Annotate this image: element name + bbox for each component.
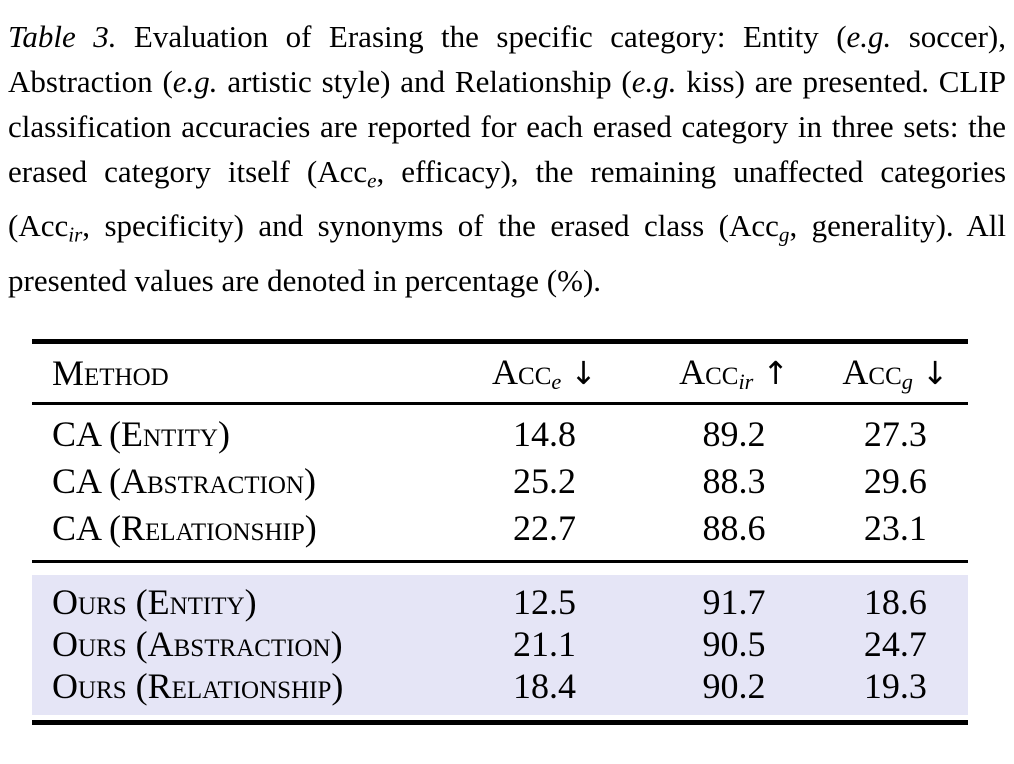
caption-segment: soccer), Abstraction (: [8, 19, 1006, 99]
baseline-rows-group: CA (Entity) 14.8 89.2 27.3 CA (Abstracti…: [32, 405, 968, 560]
acc-g-cell: 24.7: [863, 623, 927, 664]
caption-segment: kiss) are presented. CLIP classification…: [8, 64, 1006, 189]
column-header-subscript: ir: [738, 368, 754, 394]
caption-segment: e.g.: [631, 64, 677, 99]
column-header-label: Acc: [679, 351, 739, 392]
acc-e-cell: 18.4: [512, 665, 576, 706]
column-header-subscript: g: [901, 368, 913, 394]
caption-segment: , efficacy), the remaining unaffected ca…: [8, 154, 1007, 244]
table-row: Ours (Relationship) 18.4 90.2 19.3: [32, 665, 968, 707]
acc-ir-cell: 88.6: [702, 508, 766, 549]
column-header-method: Method: [52, 352, 169, 393]
down-arrow-icon: ↓: [570, 355, 597, 392]
column-header-acc-ir: Accir ↑: [645, 351, 823, 395]
method-cell: Ours (Abstraction): [52, 623, 343, 664]
caption-table-label: Table 3.: [8, 19, 117, 54]
acc-g-cell: 18.6: [863, 581, 927, 622]
spacer: [32, 562, 968, 575]
column-header-label: Acc: [842, 351, 902, 392]
down-arrow-icon: ↓: [921, 355, 949, 392]
acc-e-cell: 22.7: [512, 508, 576, 549]
caption-segment: artistic style) and Relationship (: [217, 64, 632, 99]
caption-segment: , specificity) and synonyms of the erase…: [82, 208, 779, 244]
column-header-label: Acc: [492, 351, 552, 392]
caption-segment: Evaluation of Erasing the specific categ…: [116, 19, 847, 54]
column-header-acc-e: Acce ↓: [444, 351, 645, 395]
method-cell: Ours (Entity): [52, 581, 257, 622]
acc-g-cell: 19.3: [863, 665, 927, 706]
method-cell: CA (Entity): [52, 414, 230, 455]
acc-e-cell: 21.1: [512, 623, 576, 664]
spacer: [32, 714, 968, 720]
caption-subscript: e: [367, 168, 377, 193]
table-header-row: Method Acce ↓ Accir ↑ Accg ↓: [32, 344, 968, 402]
caption-subscript: g: [778, 222, 790, 247]
acc-ir-cell: 90.2: [702, 665, 766, 706]
column-header-acc-g: Accg ↓: [823, 351, 968, 395]
caption-segment: e.g.: [846, 19, 892, 54]
acc-e-cell: 14.8: [512, 414, 576, 455]
caption-segment: , generality). All presented values are …: [8, 208, 1006, 298]
method-cell: CA (Relationship): [52, 508, 317, 549]
results-table: Method Acce ↓ Accir ↑ Accg ↓ CA (Entity) 14…: [32, 338, 968, 725]
column-header-subscript: e: [551, 368, 562, 394]
header-rule: [32, 401, 968, 405]
method-cell: Ours (Relationship): [52, 665, 344, 706]
table-row: CA (Relationship) 22.7 88.6 23.1: [32, 505, 968, 552]
table-row: CA (Entity) 14.8 89.2 27.3: [32, 411, 968, 458]
acc-ir-cell: 89.2: [702, 414, 766, 455]
table-row: CA (Abstraction) 25.2 88.3 29.6: [32, 458, 968, 505]
method-cell: CA (Abstraction): [52, 461, 316, 502]
bottom-rule: [32, 719, 968, 725]
acc-g-cell: 29.6: [863, 461, 927, 502]
table-caption: Table 3. Evaluation of Erasing the speci…: [8, 14, 1006, 303]
acc-e-cell: 12.5: [512, 581, 576, 622]
up-arrow-icon: ↑: [762, 355, 789, 392]
acc-ir-cell: 90.5: [702, 623, 766, 664]
acc-g-cell: 27.3: [863, 414, 927, 455]
acc-ir-cell: 88.3: [702, 461, 766, 502]
top-rule: [32, 338, 968, 344]
table-row: Ours (Entity) 12.5 91.7 18.6: [32, 581, 968, 623]
table-row: Ours (Abstraction) 21.1 90.5 24.7: [32, 623, 968, 665]
acc-e-cell: 25.2: [512, 461, 576, 502]
acc-ir-cell: 91.7: [702, 581, 766, 622]
caption-subscript: ir: [68, 222, 83, 247]
caption-segment: e.g.: [172, 64, 218, 99]
mid-rule: [32, 559, 968, 563]
ours-rows-group: Ours (Entity) 12.5 91.7 18.6 Ours (Abstr…: [32, 574, 968, 715]
acc-g-cell: 23.1: [863, 508, 927, 549]
